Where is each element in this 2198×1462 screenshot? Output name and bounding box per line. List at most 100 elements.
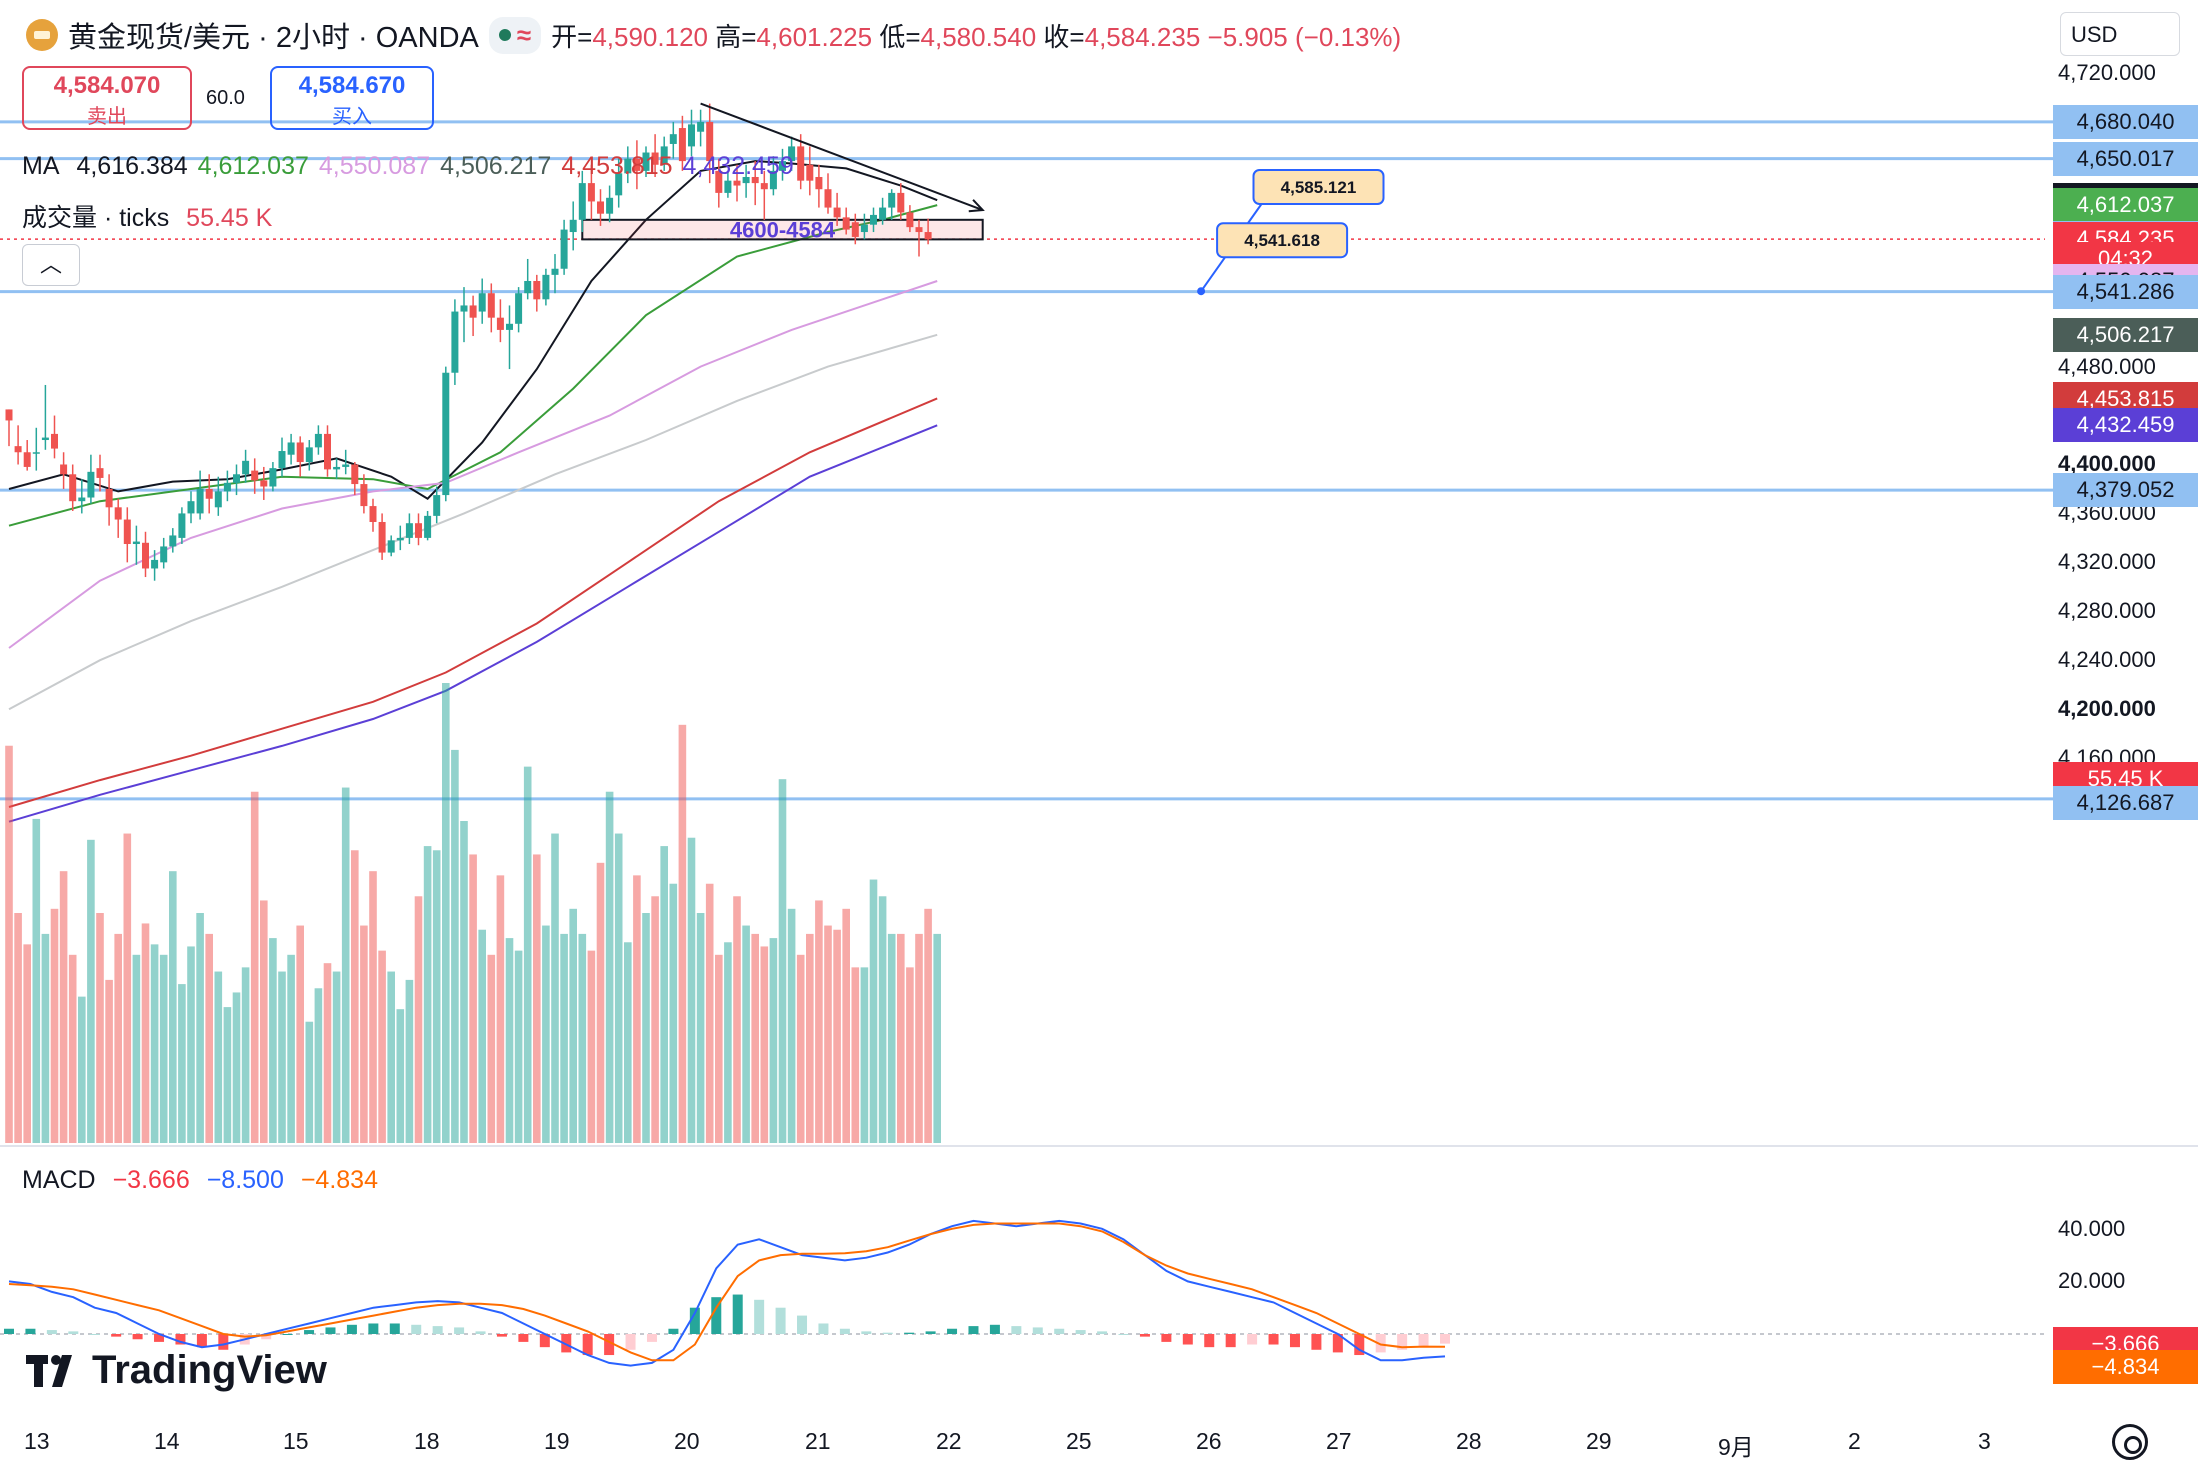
candle-body-43 — [396, 537, 404, 541]
candle-body-12 — [114, 507, 122, 520]
candle-body-46 — [424, 515, 432, 538]
candle-body-79 — [724, 180, 732, 193]
gold-coin-icon — [26, 19, 58, 51]
price-tick-4: 4,320.000 — [2058, 549, 2156, 575]
macd-hist-bar-45 — [968, 1326, 979, 1334]
brand-name: TradingView — [92, 1348, 327, 1392]
volume-bar-80 — [733, 896, 741, 1143]
volume-bar-94 — [860, 967, 869, 1143]
candle-body-92 — [842, 217, 850, 230]
candle-body-84 — [769, 170, 777, 190]
currency-select[interactable]: USD — [2060, 12, 2180, 56]
volume-bar-2 — [23, 944, 31, 1143]
macd-hist-bar-28 — [604, 1334, 615, 1356]
candle-body-3 — [32, 452, 40, 454]
candle-body-59 — [542, 274, 550, 300]
buy-button[interactable]: 4,584.670 买入 — [270, 66, 434, 130]
volume-bar-1 — [14, 913, 22, 1143]
candle-body-74 — [678, 128, 686, 162]
time-tick-4: 19 — [544, 1428, 570, 1454]
time-tick-11: 28 — [1456, 1428, 1482, 1454]
volume-bar-68 — [624, 942, 632, 1143]
price-tick-2: 4,400.000 — [2058, 451, 2156, 477]
candle-body-21 — [196, 488, 204, 514]
macd-hist-bar-61 — [1311, 1334, 1322, 1350]
volume-bar-77 — [705, 883, 714, 1143]
ma-legend[interactable]: MA 4,616.384 4,612.037 4,550.087 4,506.217 4… — [22, 152, 814, 181]
volume-bar-60 — [551, 833, 559, 1143]
candle-body-83 — [760, 183, 768, 190]
time-tick-10: 27 — [1326, 1428, 1352, 1454]
macd-hist-bar-42 — [904, 1332, 915, 1334]
macd-hist-bar-15 — [325, 1327, 336, 1334]
trendline-arrowhead — [968, 199, 985, 213]
candle-body-58 — [533, 280, 541, 300]
price-badge-12: 4,379.052 — [2053, 473, 2198, 508]
candle-body-47 — [433, 495, 441, 516]
macd-legend[interactable]: MACD −3.666 −8.500 −4.834 — [22, 1166, 378, 1195]
macd-hist-bar-38 — [818, 1323, 829, 1334]
volume-bar-26 — [241, 967, 250, 1143]
candle-body-32 — [296, 442, 304, 463]
sell-button[interactable]: 4,584.070 卖出 — [22, 66, 192, 130]
candle-body-90 — [824, 189, 832, 208]
candle-body-73 — [669, 134, 677, 144]
candle-body-66 — [606, 197, 614, 214]
symbol-name: 黄金现货/美元 · 2小时 · OANDA — [68, 22, 479, 54]
macd-hist-bar-4 — [89, 1334, 100, 1335]
candle-body-11 — [105, 488, 113, 508]
macd-hist-bar-1 — [25, 1328, 36, 1334]
volume-bar-21 — [196, 913, 204, 1143]
time-tick-9: 26 — [1196, 1428, 1222, 1454]
volume-bar-19 — [178, 984, 186, 1143]
candle-body-33 — [305, 447, 313, 463]
volume-legend[interactable]: 成交量 · ticks 55.45 K — [22, 198, 272, 234]
volume-bar-24 — [223, 1007, 232, 1143]
volume-bar-5 — [50, 908, 59, 1143]
volume-bar-23 — [214, 971, 223, 1143]
volume-bar-61 — [560, 933, 568, 1143]
callout-anchor-1 — [1197, 287, 1206, 296]
candle-body-51 — [469, 305, 477, 318]
candle-body-76 — [697, 121, 705, 132]
volume-bar-87 — [796, 954, 805, 1143]
candle-body-20 — [187, 501, 195, 514]
macd-tick-1: 20.000 — [2058, 1268, 2126, 1294]
candle-body-88 — [806, 164, 814, 181]
volume-bar-102 — [933, 933, 941, 1143]
time-tick-8: 25 — [1066, 1428, 1092, 1454]
macd-hist-bar-10 — [218, 1334, 229, 1350]
volume-bar-73 — [669, 883, 678, 1143]
candle-body-2 — [23, 452, 31, 467]
volume-bar-81 — [742, 925, 750, 1143]
macd-hist-bar-62 — [1332, 1334, 1343, 1353]
candle-body-101 — [924, 232, 932, 240]
candle-body-27 — [251, 470, 259, 481]
volume-bar-33 — [305, 1021, 314, 1143]
volume-bar-90 — [824, 925, 832, 1143]
candle-body-99 — [906, 212, 914, 228]
chevron-up-icon: ︿ — [39, 252, 62, 277]
volume-bar-41 — [378, 950, 386, 1143]
symbol-title[interactable]: 黄金现货/美元 · 2小时 · OANDA ≈ 开=4,590.120 高=4,… — [26, 14, 1401, 56]
price-badge-1: 4,650.017 — [2053, 141, 2198, 176]
price-tick-0: 4,720.000 — [2058, 60, 2156, 85]
macd-hist-bar-5 — [111, 1334, 122, 1337]
volume-bar-36 — [332, 971, 341, 1143]
volume-bar-101 — [924, 908, 932, 1143]
volume-bar-47 — [432, 850, 441, 1143]
market-status-pill[interactable]: ≈ — [488, 16, 542, 54]
macd-hist-bar-66 — [1418, 1334, 1429, 1348]
collapse-legend-button[interactable]: ︿ — [22, 244, 80, 286]
macd-hist-bar-46 — [989, 1324, 1000, 1334]
chart-settings-gear-icon[interactable] — [2112, 1424, 2148, 1460]
volume-bar-38 — [351, 850, 359, 1143]
candle-body-37 — [342, 464, 350, 467]
candle-body-45 — [415, 523, 422, 538]
macd-hist-bar-18 — [389, 1323, 400, 1334]
candle-body-9 — [87, 471, 95, 498]
volume-bar-59 — [542, 925, 550, 1143]
macd-hist-bar-60 — [1289, 1334, 1300, 1348]
macd-hist-bar-64 — [1375, 1334, 1386, 1353]
